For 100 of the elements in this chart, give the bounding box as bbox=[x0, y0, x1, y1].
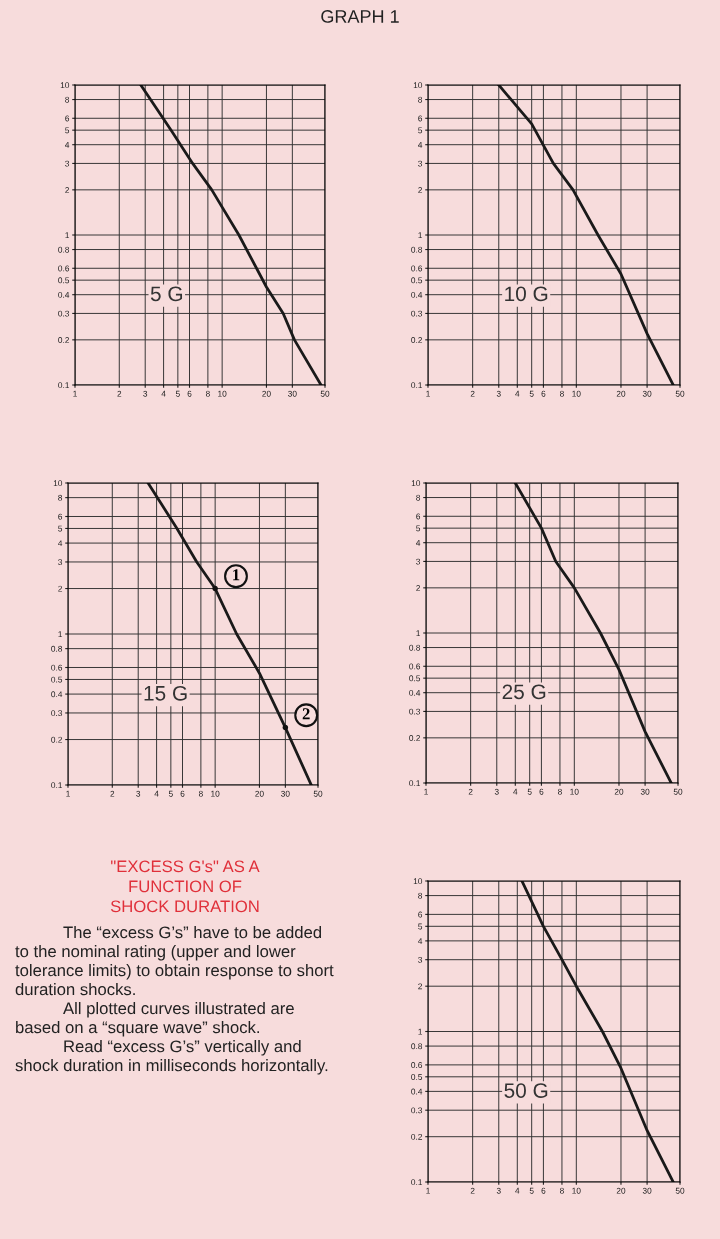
y-tick-label: 2 bbox=[65, 187, 70, 193]
y-tick-label: 0.3 bbox=[411, 1107, 423, 1114]
x-tick-label: 20 bbox=[262, 390, 271, 397]
y-tick-label: 6 bbox=[416, 513, 421, 520]
y-tick-label: 8 bbox=[58, 494, 63, 501]
y-tick-label: 0.1 bbox=[58, 382, 70, 389]
x-tick-label: 1 bbox=[426, 1187, 430, 1194]
y-tick-label: 0.4 bbox=[411, 291, 423, 298]
y-tick-label: 0.4 bbox=[58, 291, 70, 298]
y-tick-label: 6 bbox=[65, 115, 70, 122]
y-tick-label: 4 bbox=[65, 141, 70, 148]
x-tick-label: 1 bbox=[424, 788, 428, 795]
x-tick-label: 8 bbox=[560, 1187, 564, 1194]
x-tick-label: 1 bbox=[73, 390, 77, 397]
x-tick-label: 4 bbox=[515, 390, 520, 397]
x-tick-label: 5 bbox=[168, 790, 173, 797]
y-tick-label: 0.2 bbox=[58, 337, 70, 343]
x-tick-label: 2 bbox=[470, 390, 475, 397]
y-tick-label: 1 bbox=[416, 630, 421, 637]
y-tick-label: 3 bbox=[416, 558, 421, 565]
y-tick-label: 2 bbox=[418, 983, 423, 990]
annotation: 50 G bbox=[504, 1083, 548, 1098]
x-tick-label: 30 bbox=[642, 390, 652, 397]
x-tick-label: 2 bbox=[468, 788, 473, 795]
y-tick-label: 5 bbox=[418, 127, 423, 134]
y-tick-label: 0.4 bbox=[51, 691, 63, 698]
text: All plotted curves illustrated are based on a “square wave” shock. bbox=[16, 1002, 294, 1037]
x-tick-label: 50 bbox=[675, 390, 685, 397]
y-tick-label: 0.6 bbox=[409, 663, 421, 670]
y-tick-label: 10 bbox=[411, 480, 421, 487]
x-tick-label: 10 bbox=[211, 790, 220, 797]
y-tick-label: 0.1 bbox=[51, 782, 63, 789]
y-tick-label: 1 bbox=[58, 631, 63, 638]
x-tick-label: 50 bbox=[313, 790, 323, 797]
x-tick-label: 20 bbox=[255, 790, 264, 797]
x-tick-label: 4 bbox=[154, 790, 159, 797]
annotation: 2 bbox=[302, 708, 310, 720]
y-tick-label: 0.8 bbox=[409, 644, 421, 651]
y-tick-label: 0.1 bbox=[409, 780, 421, 787]
y-tick-label: 3 bbox=[418, 160, 423, 167]
annotation: 10 G bbox=[505, 286, 548, 302]
x-tick-label: 2 bbox=[110, 790, 115, 797]
y-tick-label: 0.5 bbox=[411, 1074, 423, 1080]
y-tick-label: 8 bbox=[416, 494, 421, 501]
x-tick-label: 5 bbox=[529, 1187, 534, 1194]
y-tick-label: 5 bbox=[416, 525, 421, 532]
x-tick-label: 8 bbox=[205, 390, 210, 397]
x-tick-label: 30 bbox=[288, 390, 297, 397]
x-tick-label: 2 bbox=[470, 1187, 475, 1194]
y-tick-label: 0.4 bbox=[411, 1088, 423, 1095]
x-tick-label: 10 bbox=[570, 788, 579, 795]
y-tick-label: 0.3 bbox=[58, 310, 70, 317]
text: "EXCESS G's" AS A FUNCTION OF SHOCK DURATION bbox=[110, 860, 260, 913]
text: Read “excess G’s” vertically and shock duration in milliseconds horizontally. bbox=[15, 1040, 328, 1075]
y-tick-label: 10 bbox=[413, 82, 423, 89]
x-tick-label: 10 bbox=[572, 390, 581, 397]
annotation: 1 bbox=[233, 569, 240, 581]
x-tick-label: 2 bbox=[117, 390, 122, 397]
y-tick-label: 0.2 bbox=[51, 736, 63, 743]
x-tick-label: 30 bbox=[642, 1187, 652, 1194]
x-tick-label: 10 bbox=[572, 1187, 581, 1194]
y-tick-label: 0.8 bbox=[411, 246, 423, 253]
y-tick-label: 5 bbox=[58, 525, 63, 532]
x-tick-label: 20 bbox=[616, 390, 626, 397]
y-tick-label: 3 bbox=[65, 160, 70, 167]
x-tick-label: 4 bbox=[513, 788, 518, 795]
x-tick-label: 30 bbox=[640, 788, 650, 795]
y-tick-label: 8 bbox=[418, 892, 423, 899]
x-tick-label: 3 bbox=[496, 1187, 501, 1194]
x-tick-label: 3 bbox=[496, 390, 501, 397]
y-tick-label: 8 bbox=[418, 96, 423, 103]
x-tick-label: 3 bbox=[136, 790, 141, 797]
y-tick-label: 5 bbox=[418, 923, 423, 930]
y-tick-label: 0.2 bbox=[411, 337, 423, 343]
y-tick-label: 0.6 bbox=[411, 1062, 423, 1068]
y-tick-label: 1 bbox=[418, 232, 423, 239]
text: The “excess G’s” have to be added to the nominal rating (upper and lower tolerance limits) to obtain response to short duration shocks. bbox=[15, 926, 334, 996]
y-tick-label: 2 bbox=[416, 585, 421, 591]
x-tick-label: 30 bbox=[281, 790, 290, 797]
x-tick-label: 1 bbox=[426, 390, 430, 397]
y-tick-label: 0.3 bbox=[51, 710, 63, 717]
annotation: 15 G bbox=[144, 685, 187, 701]
y-tick-label: 4 bbox=[418, 938, 423, 944]
y-tick-label: 0.6 bbox=[411, 265, 423, 272]
x-tick-label: 5 bbox=[529, 390, 534, 397]
y-tick-label: 1 bbox=[418, 1028, 423, 1035]
y-tick-label: 0.3 bbox=[409, 708, 421, 715]
x-tick-label: 8 bbox=[198, 790, 203, 797]
y-tick-label: 6 bbox=[418, 911, 423, 918]
x-tick-label: 20 bbox=[616, 1187, 626, 1194]
x-tick-label: 50 bbox=[675, 1187, 685, 1194]
y-tick-label: 0.2 bbox=[409, 735, 421, 741]
x-tick-label: 3 bbox=[494, 788, 499, 795]
y-tick-label: 0.4 bbox=[409, 689, 421, 696]
y-tick-label: 4 bbox=[418, 141, 423, 148]
y-tick-label: 0.8 bbox=[51, 645, 63, 652]
y-tick-label: 2 bbox=[418, 187, 423, 193]
y-tick-label: 10 bbox=[413, 878, 423, 885]
annotation: 25 G bbox=[502, 684, 546, 700]
y-tick-label: 10 bbox=[53, 480, 63, 487]
